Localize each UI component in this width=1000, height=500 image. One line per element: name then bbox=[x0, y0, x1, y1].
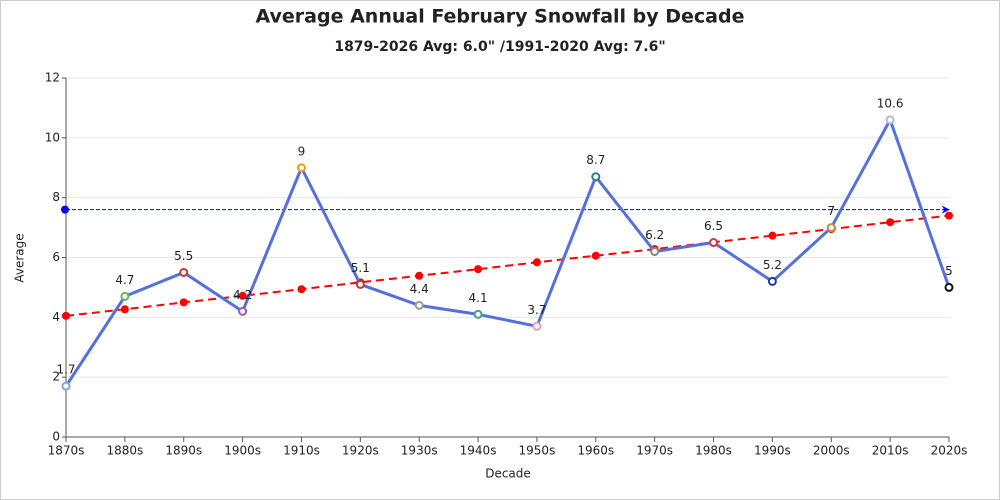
trend-point bbox=[179, 298, 188, 307]
data-label: 4.4 bbox=[410, 282, 429, 296]
x-tick-label: 1930s bbox=[401, 444, 438, 458]
data-label: 3.7 bbox=[527, 303, 546, 317]
data-point bbox=[709, 238, 719, 248]
trend-point bbox=[238, 291, 247, 300]
reference-dot bbox=[61, 205, 69, 214]
data-label: 4.2 bbox=[233, 288, 252, 302]
y-axis-title: Average bbox=[13, 233, 27, 282]
trend-point bbox=[120, 305, 129, 314]
x-tick-label: 1870s bbox=[48, 444, 85, 458]
trend-point bbox=[415, 271, 424, 280]
data-label: 6.5 bbox=[704, 219, 723, 233]
trend-point bbox=[591, 251, 600, 260]
y-tick-label: 0 bbox=[52, 430, 60, 444]
x-axis-title: Decade bbox=[485, 467, 531, 481]
trend-line bbox=[65, 214, 950, 317]
y-tick-label: 2 bbox=[52, 370, 60, 384]
y-tick-label: 12 bbox=[45, 71, 60, 85]
data-point bbox=[355, 279, 365, 289]
x-tick-label: 1900s bbox=[224, 444, 261, 458]
trend-point bbox=[768, 231, 777, 240]
data-label: 4.7 bbox=[115, 273, 134, 287]
data-label: 1.7 bbox=[56, 363, 75, 377]
data-label: 5.2 bbox=[763, 258, 782, 272]
data-point bbox=[944, 282, 954, 292]
data-label: 6.2 bbox=[645, 228, 664, 242]
chart-subtitle: 1879-2026 Avg: 6.0" /1991-2020 Avg: 7.6" bbox=[334, 39, 665, 55]
trend-point bbox=[886, 218, 895, 227]
data-point bbox=[650, 247, 660, 257]
y-tick-label: 4 bbox=[52, 310, 60, 324]
y-tick-label: 6 bbox=[52, 250, 60, 264]
x-tick-label: 1940s bbox=[460, 444, 497, 458]
trend-point bbox=[62, 311, 70, 320]
data-point bbox=[120, 291, 130, 301]
x-tick-label: 1950s bbox=[519, 444, 556, 458]
x-tick-label: 1910s bbox=[283, 444, 320, 458]
data-label: 10.6 bbox=[877, 96, 904, 110]
trend-point bbox=[945, 211, 953, 220]
x-tick-label: 2000s bbox=[813, 444, 850, 458]
x-tick-label: 1960s bbox=[577, 444, 614, 458]
trend-point bbox=[297, 285, 306, 294]
y-tick-label: 10 bbox=[45, 130, 60, 144]
x-tick-label: 1920s bbox=[342, 444, 379, 458]
data-point bbox=[473, 309, 483, 319]
data-point bbox=[591, 172, 601, 182]
data-point bbox=[767, 276, 777, 286]
data-point bbox=[179, 267, 189, 277]
chart-title: Average Annual February Snowfall by Deca… bbox=[256, 6, 745, 28]
x-tick-label: 2010s bbox=[872, 444, 909, 458]
data-point bbox=[61, 381, 71, 391]
x-tick-label: 1980s bbox=[695, 444, 732, 458]
x-tick-label: 1890s bbox=[165, 444, 202, 458]
data-point bbox=[296, 163, 306, 173]
data-label: 5.1 bbox=[351, 261, 370, 275]
y-tick-label: 8 bbox=[52, 190, 60, 204]
trend-point bbox=[532, 258, 541, 267]
data-point bbox=[238, 306, 248, 316]
x-tick-label: 1990s bbox=[754, 444, 791, 458]
data-point bbox=[826, 223, 836, 233]
series-line bbox=[64, 116, 951, 387]
x-tick-label: 1880s bbox=[106, 444, 143, 458]
data-label: 7 bbox=[827, 204, 835, 218]
data-point bbox=[532, 321, 542, 331]
data-label: 5 bbox=[945, 264, 953, 278]
data-point bbox=[414, 300, 424, 310]
x-tick-label: 1970s bbox=[636, 444, 673, 458]
data-label: 8.7 bbox=[586, 153, 605, 167]
data-label: 5.5 bbox=[174, 249, 193, 263]
data-label: 4.1 bbox=[469, 291, 488, 305]
data-point bbox=[885, 115, 895, 125]
data-label: 9 bbox=[298, 144, 306, 158]
trend-point bbox=[474, 265, 483, 274]
x-tick-label: 2020s bbox=[931, 444, 968, 458]
